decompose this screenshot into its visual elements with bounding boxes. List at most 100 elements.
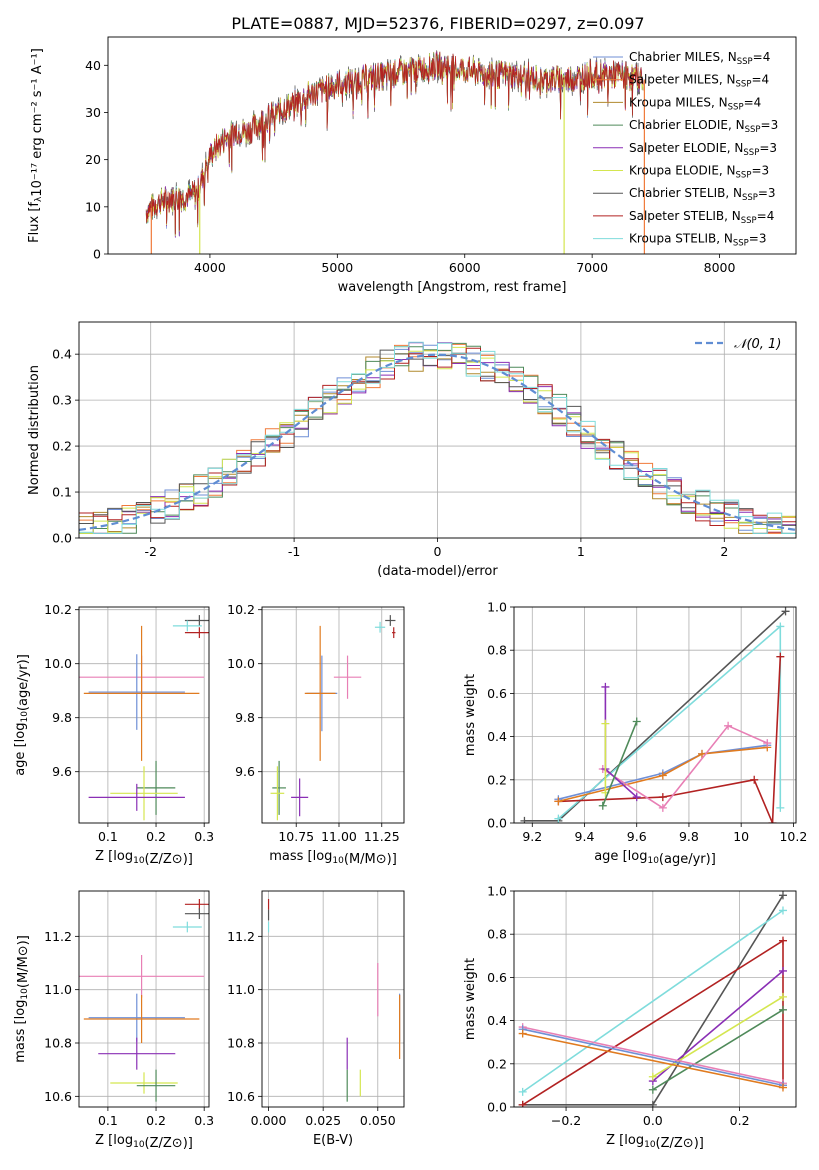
x-axis-label: E(B-V) bbox=[313, 1133, 353, 1148]
x-tick-label: 1 bbox=[577, 544, 585, 559]
axes-frame bbox=[78, 890, 210, 1108]
legend-label: Chabrier ELODIE, NSSP=3 bbox=[629, 118, 778, 135]
weight-point bbox=[778, 1083, 787, 1092]
weight-point bbox=[698, 749, 706, 758]
y-tick-label: 1.0 bbox=[487, 600, 507, 615]
y-tick-label: 11.0 bbox=[227, 982, 255, 997]
x-tick-label: 8000 bbox=[704, 260, 736, 275]
age-vs-mass-panel: 10.75 11.00 11.25 9.6 9.8 10.0 10.2 mass [log10… bbox=[227, 602, 405, 867]
legend: Chabrier MILES, NSSP=4 Salpeter MILES, NS… bbox=[593, 50, 778, 249]
residual-histogram-panel: -2 -1 0 1 2 0.0 0.1 0.2 0.3 0.4 (data-model)/error… bbox=[27, 321, 797, 579]
figure-title: PLATE=0887, MJD=52376, FIBERID=0297, z=0… bbox=[231, 14, 644, 33]
y-tick-label: 0.2 bbox=[487, 772, 507, 787]
legend-label: Chabrier MILES, NSSP=4 bbox=[629, 50, 770, 67]
x-tick-label: 0.2 bbox=[146, 829, 166, 844]
weight-vs-metallicity-panel: −0.2 0.0 0.2 0.0 0.2 0.4 0.6 0.8 1.0 Z [log10(Z/Z… bbox=[463, 884, 797, 1151]
x-tick-label: 0.3 bbox=[194, 829, 214, 844]
x-axis-label: mass [log10(M/M⊙)] bbox=[269, 849, 397, 867]
weight-point bbox=[776, 803, 785, 812]
y-axis-label: Normed distribution bbox=[27, 365, 42, 495]
y-tick-label: 0.6 bbox=[487, 970, 507, 985]
weight-point bbox=[763, 739, 772, 748]
x-tick-label: 0.1 bbox=[98, 829, 118, 844]
y-tick-label: 0.0 bbox=[52, 531, 72, 546]
y-axis-label: mass [log10(M/M⊙)] bbox=[13, 935, 31, 1063]
weight-point bbox=[554, 814, 563, 823]
x-tick-label: 0.000 bbox=[251, 1113, 287, 1128]
y-tick-label: 10.8 bbox=[227, 1036, 255, 1051]
y-tick-label: 40 bbox=[85, 58, 101, 73]
x-tick-label: 0 bbox=[434, 544, 442, 559]
axes-frame bbox=[513, 890, 797, 1108]
weight-point bbox=[518, 1087, 527, 1096]
y-tick-label: 10 bbox=[85, 199, 101, 214]
y-tick-label: 20 bbox=[85, 152, 101, 167]
x-tick-label: 2 bbox=[720, 544, 728, 559]
x-axis-label: Z [log10(Z/Z⊙)] bbox=[606, 1133, 704, 1151]
spectrum-line bbox=[145, 51, 644, 235]
age-vs-metallicity-panel: 0.1 0.2 0.3 9.6 9.8 10.0 10.2 Z [log10(Z/Z⊙)] ag… bbox=[13, 602, 214, 867]
y-tick-label: 10.6 bbox=[44, 1089, 72, 1104]
y-tick-label: 9.6 bbox=[52, 764, 72, 779]
x-tick-label: -2 bbox=[144, 544, 156, 559]
x-tick-label: 0.2 bbox=[730, 1113, 750, 1128]
plot-area bbox=[518, 891, 787, 1107]
weight-point bbox=[658, 771, 667, 780]
y-tick-label: 9.6 bbox=[235, 764, 255, 779]
y-tick-label: 10.2 bbox=[227, 602, 255, 617]
axes-frame bbox=[261, 890, 405, 1108]
x-tick-label: 9.6 bbox=[627, 829, 647, 844]
weight-line bbox=[522, 1032, 784, 1089]
x-axis-label: (data-model)/error bbox=[377, 564, 498, 579]
y-tick-label: 0.3 bbox=[52, 393, 72, 408]
weight-point bbox=[658, 803, 667, 812]
weight-point bbox=[776, 622, 785, 631]
plot-area bbox=[145, 50, 645, 254]
x-tick-label: 10 bbox=[733, 829, 749, 844]
weight-point bbox=[632, 717, 641, 726]
y-axis-label: Flux [fλ10⁻¹⁷ erg cm⁻² s⁻¹ A⁻¹] bbox=[27, 48, 45, 243]
y-tick-label: 0.4 bbox=[52, 347, 72, 362]
y-tick-label: 0.0 bbox=[487, 816, 507, 831]
weight-line bbox=[524, 610, 787, 822]
y-tick-label: 11.2 bbox=[227, 929, 255, 944]
x-tick-label: 0.2 bbox=[146, 1113, 166, 1128]
legend-label: Salpeter MILES, NSSP=4 bbox=[629, 73, 769, 90]
weight-line bbox=[558, 656, 782, 823]
mass-vs-extinction-panel: 0.000 0.025 0.050 10.6 10.8 11.0 11.2 E(B-V) bbox=[227, 890, 405, 1148]
weight-line bbox=[652, 996, 784, 1078]
normal-curve bbox=[79, 353, 796, 531]
x-axis-label: Z [log10(Z/Z⊙)] bbox=[95, 849, 193, 867]
y-tick-label: 11.0 bbox=[44, 982, 72, 997]
x-tick-label: -1 bbox=[288, 544, 300, 559]
legend-label: Salpeter STELIB, NSSP=4 bbox=[629, 209, 774, 226]
x-tick-label: −0.2 bbox=[551, 1113, 581, 1128]
axes-frame bbox=[513, 606, 797, 824]
x-tick-label: 10.75 bbox=[278, 829, 314, 844]
legend-label: Kroupa ELODIE, NSSP=3 bbox=[629, 164, 769, 181]
spectrum-panel: 4000 5000 6000 7000 8000 0 10 20 30 40 wavelength … bbox=[27, 36, 797, 295]
weight-line bbox=[522, 1026, 784, 1084]
legend-label: Chabrier STELIB, NSSP=3 bbox=[629, 186, 776, 203]
weight-point bbox=[648, 1085, 657, 1094]
weight-point bbox=[778, 891, 787, 900]
weight-point bbox=[778, 906, 787, 915]
x-tick-label: 6000 bbox=[449, 260, 481, 275]
plot-area bbox=[79, 341, 796, 534]
axes-frame bbox=[261, 606, 405, 824]
weight-point bbox=[768, 819, 777, 823]
legend-label: Kroupa STELIB, NSSP=3 bbox=[629, 232, 767, 249]
y-tick-label: 10.0 bbox=[44, 656, 72, 671]
weight-point bbox=[648, 1072, 657, 1081]
y-axis-label: mass weight bbox=[463, 958, 478, 1040]
y-axis-label: age [log10(age/yr)] bbox=[13, 654, 31, 776]
x-tick-label: 10.2 bbox=[779, 829, 807, 844]
weight-point bbox=[776, 652, 785, 661]
weight-point bbox=[601, 682, 610, 691]
weight-vs-age-panel: 9.2 9.4 9.6 9.8 10 10.2 0.0 0.2 0.4 0.6 0.8 1.0 age … bbox=[463, 600, 807, 868]
legend-label: Kroupa MILES, NSSP=4 bbox=[629, 95, 761, 112]
plot-area bbox=[79, 615, 209, 821]
y-tick-label: 0.2 bbox=[487, 1056, 507, 1071]
y-tick-label: 10.6 bbox=[227, 1089, 255, 1104]
y-tick-label: 0.4 bbox=[487, 729, 507, 744]
